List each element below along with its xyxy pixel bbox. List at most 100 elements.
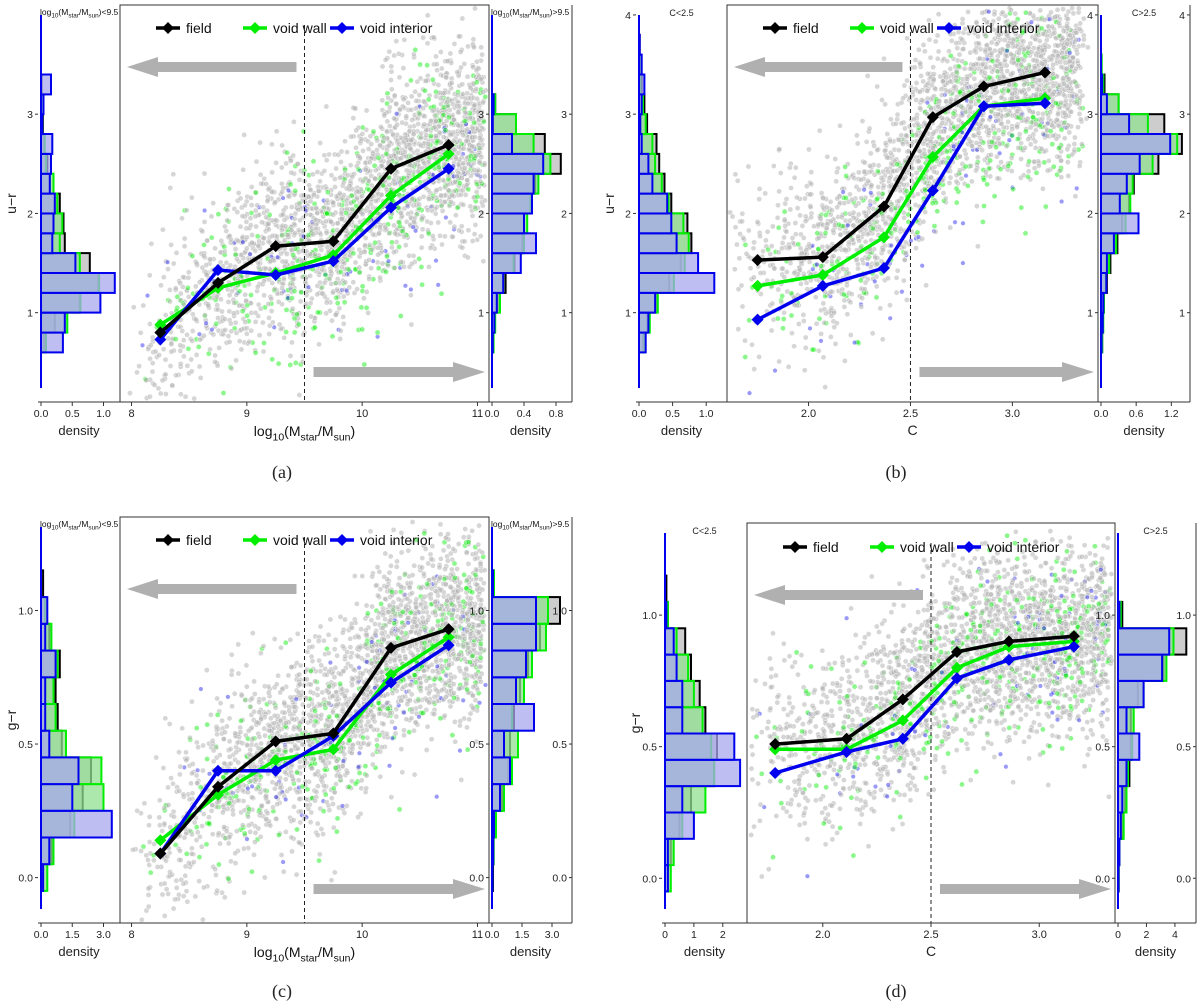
scatter-point [321,152,328,158]
scatter-point [253,158,260,165]
scatter-point [181,235,188,242]
scatter-point [1015,136,1021,142]
scatter-point [244,312,250,319]
scatter-point [1012,82,1019,88]
scatter-point [462,109,468,116]
scatter-point [837,123,843,129]
scatter-point [879,336,886,343]
scatter-point [279,188,286,195]
scatter-point [223,259,230,266]
scatter-point [248,327,254,334]
scatter-point [386,230,392,237]
scatter-point [218,237,225,244]
scatter-point [382,57,389,63]
scatter-point [342,279,349,286]
scatter-point [389,239,395,246]
scatter-point [745,163,752,170]
scatter-point [359,211,366,217]
scatter-point [960,220,966,226]
scatter-point [336,305,343,312]
scatter-point [397,210,404,217]
scatter-point [350,250,357,257]
scatter-point [1073,47,1080,53]
scatter-point [388,86,395,93]
y-tick-label: 1 [27,308,33,320]
scatter-point [349,173,356,180]
scatter-point [460,160,466,166]
scatter-point [156,352,162,358]
scatter-point [480,99,486,106]
scatter-point [338,159,344,165]
scatter-point [403,23,410,30]
scatter-point [429,76,436,83]
scatter-point [1085,44,1091,51]
scatter-point [807,325,813,331]
scatter-point [181,353,187,360]
scatter-point [1016,131,1023,137]
scatter-point [259,219,265,225]
scatter-point [296,200,303,207]
scatter-point [248,202,255,208]
scatter-point [989,58,996,65]
scatter-point [935,48,942,55]
scatter-point [775,286,782,293]
scatter-point [377,224,383,230]
scatter-point [732,224,739,230]
scatter-point [421,121,427,128]
scatter-point [305,193,312,200]
scatter-point [384,118,391,125]
scatter-point [323,103,330,110]
scatter-point [887,150,894,156]
scatter-point [350,279,357,286]
scatter-point [240,166,246,173]
scatter-point [416,256,422,262]
scatter-point [167,185,174,191]
scatter-point [946,180,953,186]
scatter-point [401,37,408,43]
scatter-point [278,164,285,171]
scatter-point [823,212,829,218]
scatter-point [353,127,360,134]
scatter-point [474,58,480,65]
scatter-point [779,293,786,299]
scatter-point [340,314,347,320]
scatter-point [330,289,336,296]
scatter-point [242,319,248,326]
scatter-point [447,219,454,226]
scatter-point [287,353,294,359]
scatter-point [1051,163,1057,170]
scatter-point [959,36,966,43]
scatter-point [840,189,846,195]
scatter-point [241,132,247,138]
scatter-point [472,5,478,12]
scatter-point [447,50,454,57]
scatter-point [329,333,336,340]
scatter-point [987,114,993,120]
legend-label: void interior [360,20,433,36]
scatter-point [798,281,804,287]
scatter-point [281,334,288,341]
scatter-point [858,303,865,310]
scatter-point [413,98,420,104]
scatter-point [903,188,910,194]
scatter-point [196,279,203,286]
scatter-point [213,320,220,327]
scatter-point [828,334,834,340]
legend-marker [336,22,348,34]
scatter-point [1009,95,1015,102]
scatter-point [861,168,867,175]
scatter-point [424,62,430,68]
scatter-point [789,330,795,337]
scatter-point [197,375,204,381]
scatter-point [833,178,840,185]
scatter-point [331,176,338,182]
scatter-point [417,142,424,149]
scatter-point [199,264,206,271]
scatter-point [858,195,865,201]
scatter-point [314,309,321,316]
scatter-point [927,54,934,61]
scatter-point [1005,119,1011,125]
scatter-point [202,312,208,319]
